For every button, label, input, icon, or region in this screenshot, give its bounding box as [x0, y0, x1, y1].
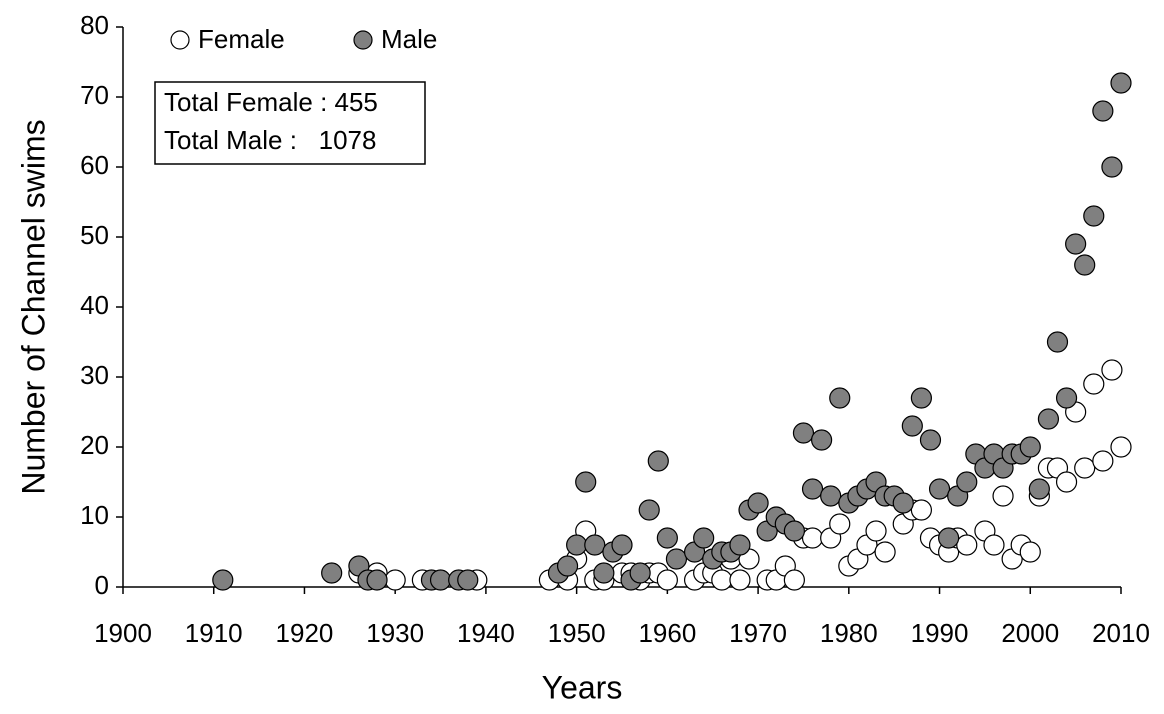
y-tick-label: 60: [80, 150, 109, 180]
point: [457, 569, 479, 591]
legend-marker: [353, 30, 373, 50]
point: [1037, 408, 1060, 430]
x-tick-label: 1930: [366, 618, 424, 648]
point: [593, 562, 615, 584]
x-tick-label: 1980: [820, 618, 878, 648]
point: [892, 492, 914, 514]
point: [792, 422, 815, 444]
point: [910, 387, 933, 409]
x-tick-label: 2000: [1001, 618, 1059, 648]
x-tick-label: 1940: [457, 618, 515, 648]
point: [1046, 331, 1069, 353]
point: [829, 387, 851, 409]
y-tick-label: 20: [80, 430, 109, 460]
point: [729, 534, 751, 556]
point: [865, 520, 887, 542]
point: [783, 520, 805, 542]
annotation-box: [154, 81, 426, 165]
point: [638, 499, 660, 521]
y-tick-label: 80: [80, 10, 109, 40]
y-tick-label: 10: [80, 500, 109, 530]
point: [1083, 205, 1105, 227]
point: [1028, 478, 1050, 500]
point: [801, 478, 824, 500]
point: [829, 513, 851, 535]
point: [901, 415, 923, 437]
point: [874, 541, 896, 563]
point: [384, 569, 406, 591]
point: [566, 534, 588, 556]
point: [747, 492, 769, 514]
point: [665, 548, 688, 570]
point: [1110, 436, 1132, 458]
point: [656, 569, 678, 591]
x-tick-label: 2010: [1092, 618, 1150, 648]
point: [801, 527, 824, 549]
point: [928, 478, 951, 500]
point: [611, 534, 633, 556]
point: [1101, 156, 1123, 178]
point: [956, 471, 978, 493]
point: [1110, 72, 1132, 94]
point: [810, 429, 833, 451]
point: [1083, 373, 1105, 395]
point: [1074, 254, 1096, 276]
y-tick-label: 70: [80, 80, 109, 110]
x-tick-label: 1950: [548, 618, 606, 648]
point: [366, 569, 388, 591]
point: [783, 569, 805, 591]
point: [1019, 541, 1041, 563]
x-tick-label: 1960: [638, 618, 696, 648]
point: [1055, 387, 1078, 409]
point: [820, 485, 842, 507]
x-tick-label: 1970: [729, 618, 787, 648]
point: [956, 534, 978, 556]
point: [711, 569, 733, 591]
point: [321, 562, 343, 584]
y-tick-label: 40: [80, 290, 109, 320]
point: [919, 429, 942, 451]
x-tick-label: 1900: [94, 618, 152, 648]
legend-label: Female: [198, 24, 285, 54]
point: [1019, 436, 1041, 458]
point: [429, 569, 452, 591]
y-tick-label: 30: [80, 360, 109, 390]
point: [584, 534, 606, 556]
y-tick-label: 0: [95, 570, 109, 600]
x-tick-label: 1910: [185, 618, 243, 648]
point: [575, 471, 597, 493]
point: [693, 527, 715, 549]
x-tick-label: 1920: [276, 618, 334, 648]
y-tick-label: 50: [80, 220, 109, 250]
point: [910, 499, 933, 521]
point: [1065, 233, 1087, 255]
point: [212, 569, 234, 591]
point: [729, 569, 751, 591]
point: [1092, 100, 1114, 122]
x-tick-label: 1990: [911, 618, 969, 648]
annotation: Total Female : 455: [164, 87, 378, 117]
point: [647, 450, 669, 472]
y-axis-title: Number of Channel swims: [15, 119, 51, 494]
point: [1101, 359, 1123, 381]
point: [983, 534, 1005, 556]
legend-marker: [170, 30, 190, 50]
point: [1074, 457, 1096, 479]
point: [629, 562, 651, 584]
legend-label: Male: [381, 24, 437, 54]
point: [556, 555, 579, 577]
point: [992, 485, 1014, 507]
point: [938, 527, 960, 549]
x-axis-title: Years: [542, 669, 623, 705]
annotation: Total Male : 1078: [164, 125, 376, 155]
point: [1092, 450, 1114, 472]
point: [656, 527, 678, 549]
point: [1055, 471, 1078, 493]
